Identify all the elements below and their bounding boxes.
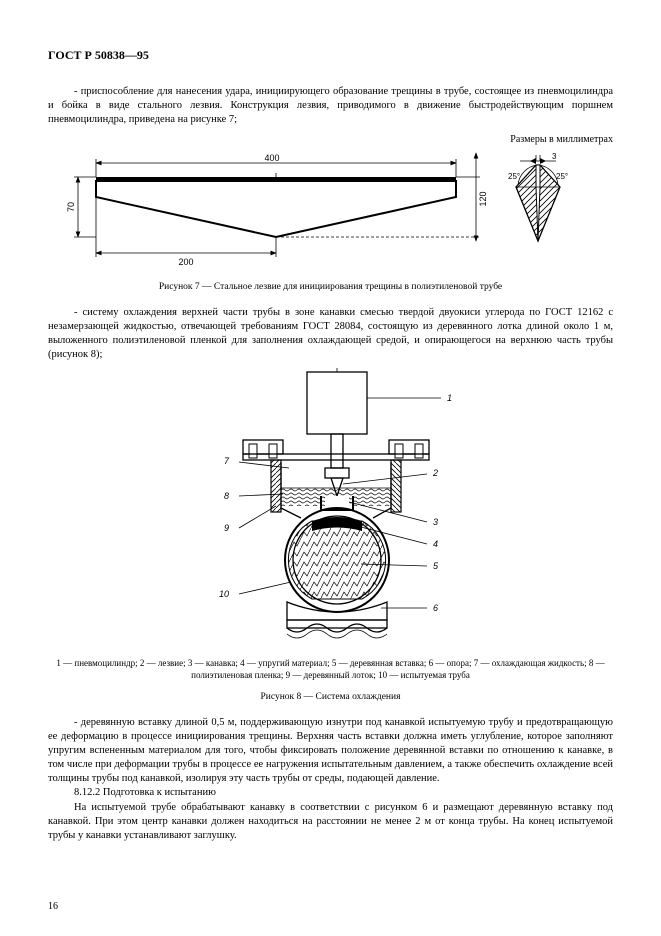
dim-400: 400 <box>264 153 279 163</box>
paragraph-2: - систему охлаждения верхней части трубы… <box>48 306 613 363</box>
body-block-1: - приспособление для нанесения удара, ин… <box>48 85 613 128</box>
label-4: 4 <box>433 539 438 549</box>
dim-120: 120 <box>478 191 488 206</box>
body-block-2: - систему охлаждения верхней части трубы… <box>48 306 613 363</box>
label-10: 10 <box>218 589 228 599</box>
figure-7-svg: 400 200 70 120 3 <box>56 147 606 272</box>
page-number: 16 <box>48 901 58 912</box>
dim-200: 200 <box>178 257 193 267</box>
label-3: 3 <box>433 517 438 527</box>
label-9: 9 <box>223 523 228 533</box>
dim-3: 3 <box>552 152 557 161</box>
paragraph-3: - деревянную вставку длиной 0,5 м, подде… <box>48 716 613 787</box>
dimensions-note: Размеры в миллиметрах <box>48 134 613 145</box>
dim-25r: 25° <box>556 172 568 181</box>
page: ГОСТ Р 50838—95 - приспособление для нан… <box>0 0 661 936</box>
dim-70: 70 <box>66 202 76 212</box>
label-8: 8 <box>223 491 228 501</box>
body-block-3: - деревянную вставку длиной 0,5 м, подде… <box>48 716 613 844</box>
paragraph-1: - приспособление для нанесения удара, ин… <box>48 85 613 128</box>
label-2: 2 <box>432 468 438 478</box>
label-6: 6 <box>433 603 438 613</box>
paragraph-4: 8.12.2 Подготовка к испытанию <box>48 786 613 800</box>
dim-25l: 25° <box>508 172 520 181</box>
figure-7-caption: Рисунок 7 — Стальное лезвие для иницииро… <box>48 282 613 292</box>
figure-8-caption: Рисунок 8 — Система охлаждения <box>48 692 613 702</box>
doc-header: ГОСТ Р 50838—95 <box>48 48 613 63</box>
figure-8-svg: 1 2 3 4 5 6 7 8 9 10 <box>121 368 541 648</box>
label-5: 5 <box>433 561 439 571</box>
figure-8-legend-text: 1 — пневмоцилиндр; 2 — лезвие; 3 — канав… <box>56 658 604 680</box>
paragraph-5: На испытуемой трубе обрабатывают канавку… <box>48 801 613 844</box>
figure-8-legend: 1 — пневмоцилиндр; 2 — лезвие; 3 — канав… <box>48 658 613 681</box>
label-7: 7 <box>223 456 229 466</box>
label-1: 1 <box>447 393 452 403</box>
